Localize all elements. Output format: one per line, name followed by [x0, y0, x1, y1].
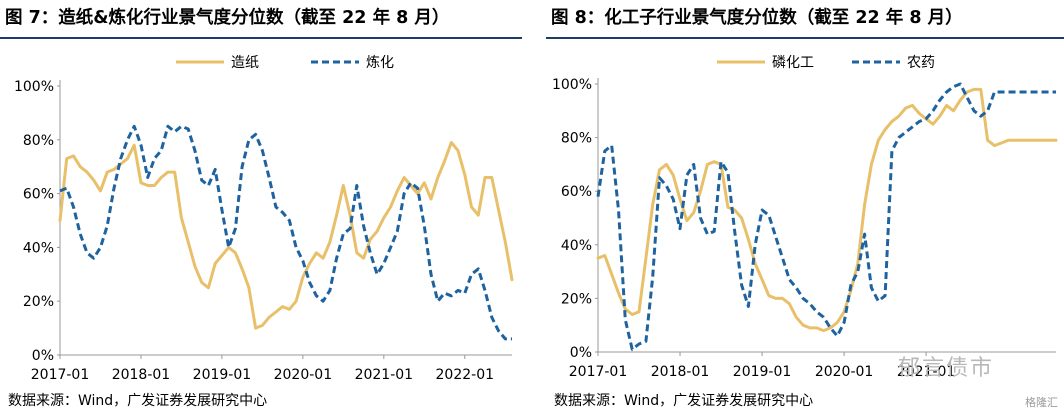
- x-tick-label: 2019-01: [733, 364, 792, 380]
- y-tick-label: 80%: [561, 131, 592, 147]
- title-divider: [0, 37, 522, 39]
- x-tick-label: 2017-01: [569, 364, 628, 380]
- legend-label: 炼化: [366, 55, 394, 71]
- x-tick-label: 2022-01: [436, 367, 495, 383]
- source-note: 数据来源：Wind，广发证券发展研究中心: [8, 393, 268, 409]
- series-line-磷化工: [596, 87, 1058, 333]
- x-tick-label: 2020-01: [274, 367, 333, 383]
- watermark-badge: 格隆汇: [1025, 396, 1058, 409]
- series-line-造纸: [58, 141, 514, 330]
- chart-title: 图 7：造纸&炼化行业景气度分位数（截至 22 年 8 月）: [5, 8, 450, 28]
- title-divider: [546, 37, 1064, 39]
- x-tick-label: 2019-01: [193, 367, 252, 383]
- x-tick-label: 2020-01: [815, 364, 874, 380]
- y-tick-label: 100%: [14, 79, 54, 95]
- legend-label: 磷化工: [772, 55, 814, 71]
- x-tick-label: 2021-01: [355, 367, 414, 383]
- line-chart-paper-refining: 0% 20% 40% 60% 80% 100% 2017-01 2018-01 2019-01 2…: [14, 55, 514, 383]
- y-tick-label: 40%: [23, 240, 54, 256]
- legend-label: 造纸: [231, 55, 259, 71]
- y-tick-label: 60%: [561, 184, 592, 200]
- chart-panel-paper-refining: 图 7：造纸&炼化行业景气度分位数（截至 22 年 8 月） 0% 20% 40% 6…: [0, 0, 522, 414]
- x-tick-label: 2018-01: [112, 367, 171, 383]
- x-tick-label: 2017-01: [31, 367, 90, 383]
- line-chart-chemical: 0% 20% 40% 60% 80% 100% 2017-01 2018-01 2019-01 2…: [552, 55, 1058, 380]
- y-tick-label: 20%: [23, 294, 54, 310]
- source-note: 数据来源：Wind，广发证券发展研究中心: [554, 393, 814, 409]
- y-tick-label: 20%: [561, 291, 592, 307]
- legend-label: 农药: [907, 55, 935, 71]
- chart-title: 图 8：化工子行业景气度分位数（截至 22 年 8 月）: [551, 8, 963, 28]
- watermark: 郁言债市: [898, 356, 995, 381]
- series-line-农药: [596, 82, 1056, 351]
- series-line-炼化: [59, 124, 512, 341]
- x-tick-label: 2018-01: [651, 364, 710, 380]
- y-tick-label: 60%: [23, 187, 54, 203]
- x-tick-label: 2021-01: [897, 364, 956, 380]
- chart-panel-chemical: 图 8：化工子行业景气度分位数（截至 22 年 8 月） 0% 20% 40% 60%…: [546, 0, 1064, 414]
- y-tick-label: 100%: [552, 77, 592, 93]
- y-tick-label: 0%: [32, 348, 54, 364]
- y-tick-label: 40%: [561, 238, 592, 254]
- y-tick-label: 80%: [23, 133, 54, 149]
- y-tick-label: 0%: [570, 345, 592, 361]
